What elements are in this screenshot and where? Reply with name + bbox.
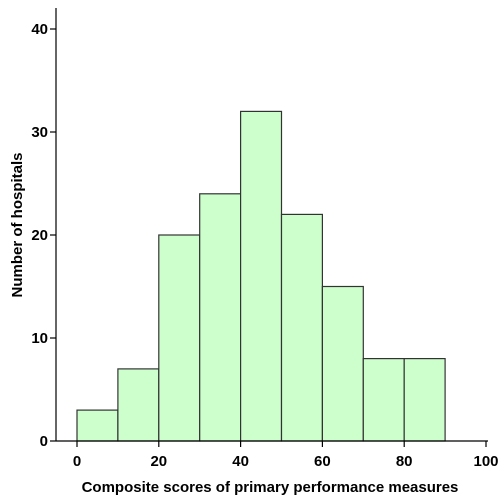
histogram-bar-0-10	[76, 409, 119, 442]
x-ticks-group: 0 20 40 60 80 100	[73, 441, 499, 470]
x-axis-title: Composite scores of primary performance …	[82, 479, 459, 496]
y-tick-label-0: 0	[40, 433, 48, 450]
x-tick-label-40: 40	[232, 453, 249, 470]
y-tick-label-30: 30	[31, 124, 48, 141]
histogram-bar-10-20	[117, 368, 160, 442]
histogram-bar-20-30	[158, 234, 201, 442]
y-tick-label-20: 20	[31, 227, 48, 244]
histogram-bar-60-70	[321, 285, 364, 442]
x-tick-label-80: 80	[396, 453, 413, 470]
x-tick-label-0: 0	[73, 453, 81, 470]
bars-group	[76, 110, 446, 442]
histogram-bar-40-50	[240, 110, 283, 442]
y-tick-label-40: 40	[31, 21, 48, 38]
y-axis-title: Number of hospitals	[9, 152, 26, 297]
x-tick-label-100: 100	[473, 453, 498, 470]
y-ticks-group: 0 10 20 30 40	[31, 21, 56, 450]
histogram-bar-30-40	[199, 193, 242, 442]
histogram-bar-50-60	[280, 213, 324, 442]
x-tick-label-60: 60	[314, 453, 331, 470]
histogram-bar-70-80	[362, 358, 405, 442]
histogram-bar-80-90	[403, 358, 446, 442]
y-tick-label-10: 10	[31, 330, 48, 347]
x-tick-label-20: 20	[150, 453, 167, 470]
